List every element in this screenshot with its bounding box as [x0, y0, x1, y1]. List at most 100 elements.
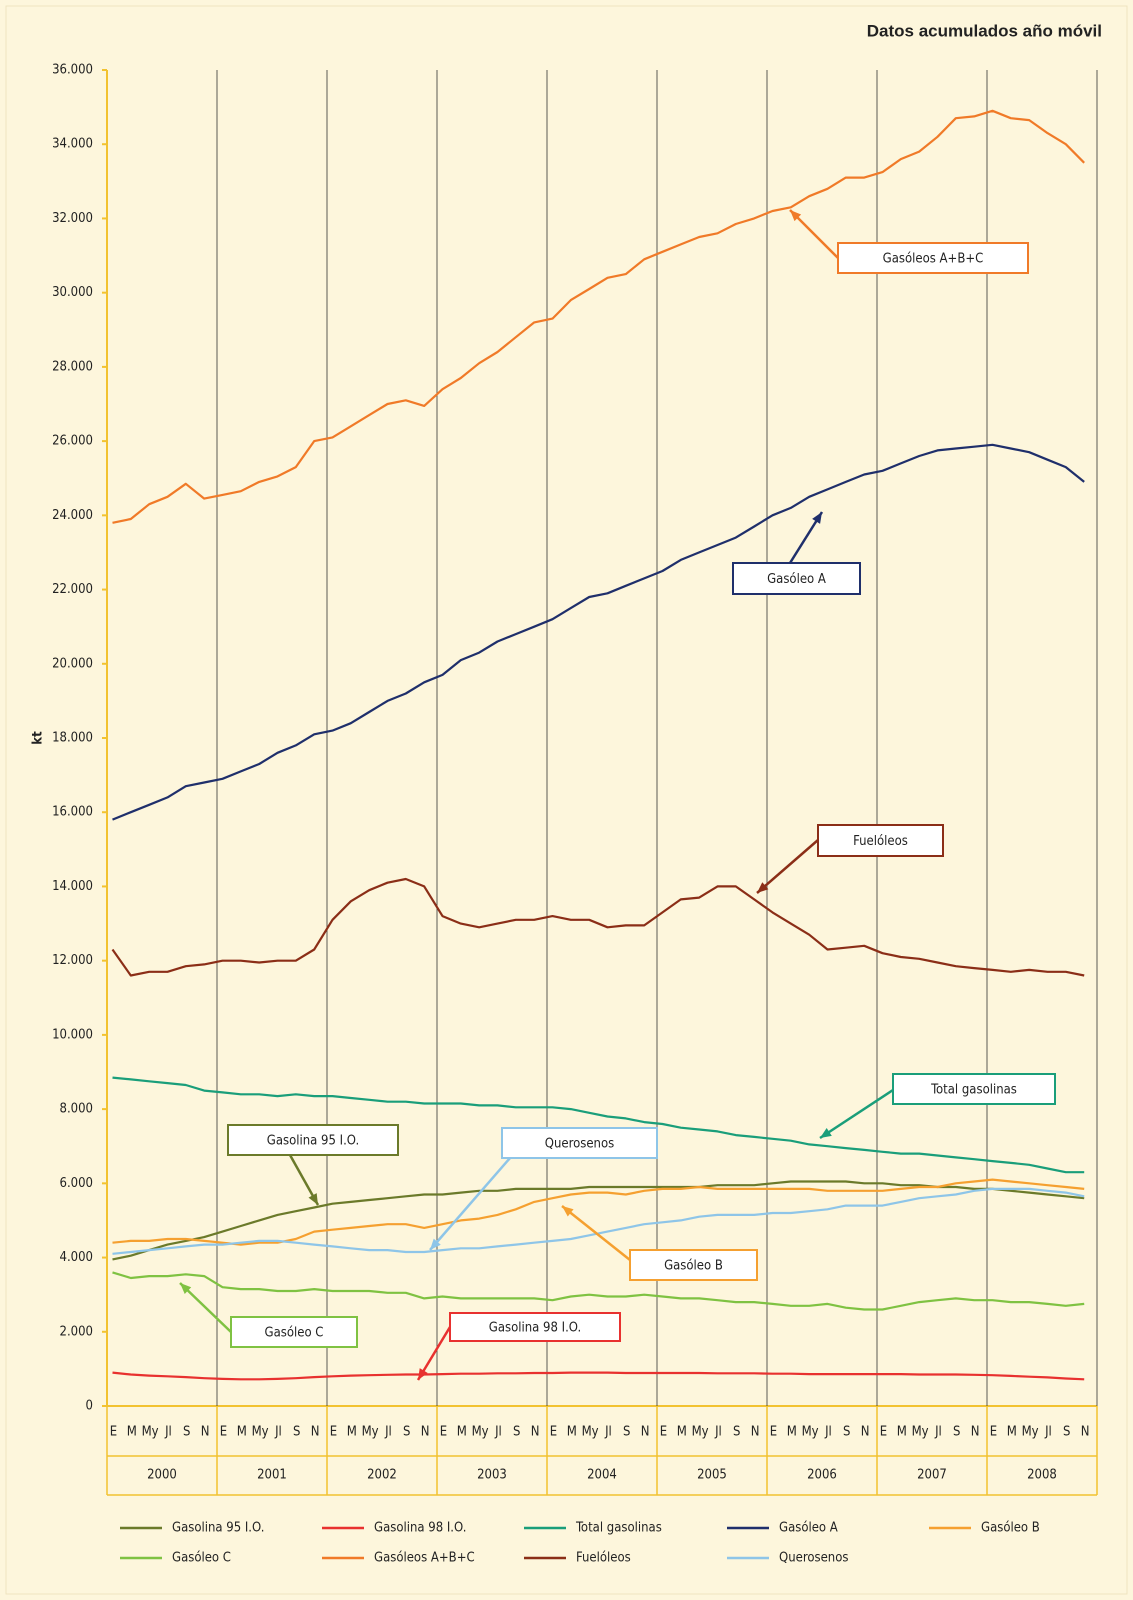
annotation-arrow	[756, 839, 819, 894]
x-tick-label: Jl	[604, 1425, 612, 1440]
y-tick-label: 14.000	[52, 879, 93, 894]
x-tick-label: E	[330, 1425, 337, 1440]
x-tick-label: E	[770, 1425, 777, 1440]
x-tick-label: N	[641, 1425, 650, 1440]
arrow-head	[562, 1206, 574, 1217]
year-label: 2006	[807, 1468, 837, 1483]
x-tick-label: N	[201, 1425, 210, 1440]
x-tick-label: M	[237, 1425, 247, 1440]
year-label: 2007	[917, 1468, 947, 1483]
x-tick-label: E	[550, 1425, 557, 1440]
arrow-head	[790, 210, 802, 222]
x-tick-label: S	[843, 1425, 850, 1440]
arrow-head	[757, 882, 769, 893]
y-tick-label: 10.000	[52, 1027, 93, 1042]
y-tick-label: 30.000	[52, 285, 93, 300]
x-tick-label: M	[897, 1425, 907, 1440]
arrow-head	[180, 1283, 192, 1295]
annotation-text: Total gasolinas	[930, 1083, 1017, 1098]
annotation-box	[227, 1124, 399, 1156]
x-tick-label: S	[623, 1425, 630, 1440]
arrow-head	[430, 1238, 441, 1250]
y-tick-label: 2.000	[60, 1324, 93, 1339]
series-line	[112, 1076, 1085, 1174]
x-tick-label: S	[1063, 1425, 1070, 1440]
x-tick-label: Jl	[824, 1425, 832, 1440]
y-tick-label: 34.000	[52, 137, 93, 152]
x-tick-label: S	[513, 1425, 520, 1440]
series-line	[112, 109, 1085, 524]
year-label: 2002	[367, 1468, 397, 1483]
x-tick-label: My	[802, 1425, 819, 1440]
legend-label: Gasóleo B	[981, 1521, 1040, 1536]
x-tick-label: M	[787, 1425, 797, 1440]
x-tick-label: S	[953, 1425, 960, 1440]
x-tick-label: M	[347, 1425, 357, 1440]
annotation-arrow	[561, 1205, 631, 1261]
x-tick-label: E	[440, 1425, 447, 1440]
annotation-box	[629, 1249, 758, 1281]
legend-label: Gasóleo A	[779, 1521, 838, 1536]
y-tick-label: 24.000	[52, 508, 93, 523]
year-label: 2001	[257, 1468, 287, 1483]
x-tick-label: My	[692, 1425, 709, 1440]
legend-label: Gasóleos A+B+C	[374, 1551, 475, 1566]
x-tick-label: My	[142, 1425, 159, 1440]
x-tick-label: Jl	[934, 1425, 942, 1440]
x-tick-label: N	[531, 1425, 540, 1440]
y-tick-label: 28.000	[52, 359, 93, 374]
x-tick-label: N	[1081, 1425, 1090, 1440]
x-tick-label: E	[990, 1425, 997, 1440]
x-tick-label: N	[311, 1425, 320, 1440]
annotation-box	[230, 1316, 358, 1348]
y-tick-label: 16.000	[52, 805, 93, 820]
y-tick-label: 26.000	[52, 434, 93, 449]
y-tick-label: 36.000	[52, 63, 93, 78]
x-tick-label: Jl	[164, 1425, 172, 1440]
series-line	[112, 1271, 1085, 1311]
x-tick-label: My	[252, 1425, 269, 1440]
annotation-text: Gasóleos A+B+C	[883, 252, 984, 267]
annotation-text: Gasóleo B	[664, 1259, 723, 1274]
annotation-arrow	[179, 1282, 232, 1333]
y-tick-label: 18.000	[52, 731, 93, 746]
x-tick-label: S	[293, 1425, 300, 1440]
y-tick-label: 0	[86, 1399, 93, 1414]
x-tick-label: Jl	[714, 1425, 722, 1440]
x-tick-label: S	[733, 1425, 740, 1440]
x-tick-label: M	[567, 1425, 577, 1440]
series-line	[111, 877, 1085, 977]
x-tick-label: Jl	[494, 1425, 502, 1440]
x-tick-label: M	[677, 1425, 687, 1440]
y-tick-label: 20.000	[52, 656, 93, 671]
legend-label: Gasolina 95 I.O.	[172, 1521, 264, 1536]
annotation-arrow	[819, 1088, 894, 1140]
x-tick-label: M	[457, 1425, 467, 1440]
x-tick-label: My	[472, 1425, 489, 1440]
legend-label: Gasolina 98 I.O.	[374, 1521, 466, 1536]
arrow-head	[812, 512, 822, 524]
x-tick-label: S	[183, 1425, 190, 1440]
arrow-head	[418, 1368, 428, 1380]
y-tick-label: 4.000	[60, 1250, 93, 1265]
annotation-arrow	[789, 209, 839, 259]
arrow-head	[820, 1128, 832, 1138]
legend-label: Fuelóleos	[576, 1551, 631, 1566]
year-label: 2005	[697, 1468, 727, 1483]
y-tick-label: 8.000	[60, 1102, 93, 1117]
series-line	[112, 1178, 1085, 1246]
x-tick-label: S	[403, 1425, 410, 1440]
annotation-box	[892, 1073, 1056, 1105]
chart-title: Datos acumulados año móvil	[867, 21, 1102, 40]
annotation-box	[501, 1127, 658, 1159]
x-tick-label: My	[582, 1425, 599, 1440]
x-tick-label: M	[127, 1425, 137, 1440]
series-line	[112, 443, 1085, 821]
arrow-head	[308, 1193, 318, 1205]
annotation-arrow	[429, 1157, 511, 1251]
x-tick-label: My	[912, 1425, 929, 1440]
y-tick-label: 12.000	[52, 953, 93, 968]
x-tick-label: My	[1022, 1425, 1039, 1440]
year-label: 2004	[587, 1468, 617, 1483]
year-label: 2000	[147, 1468, 177, 1483]
